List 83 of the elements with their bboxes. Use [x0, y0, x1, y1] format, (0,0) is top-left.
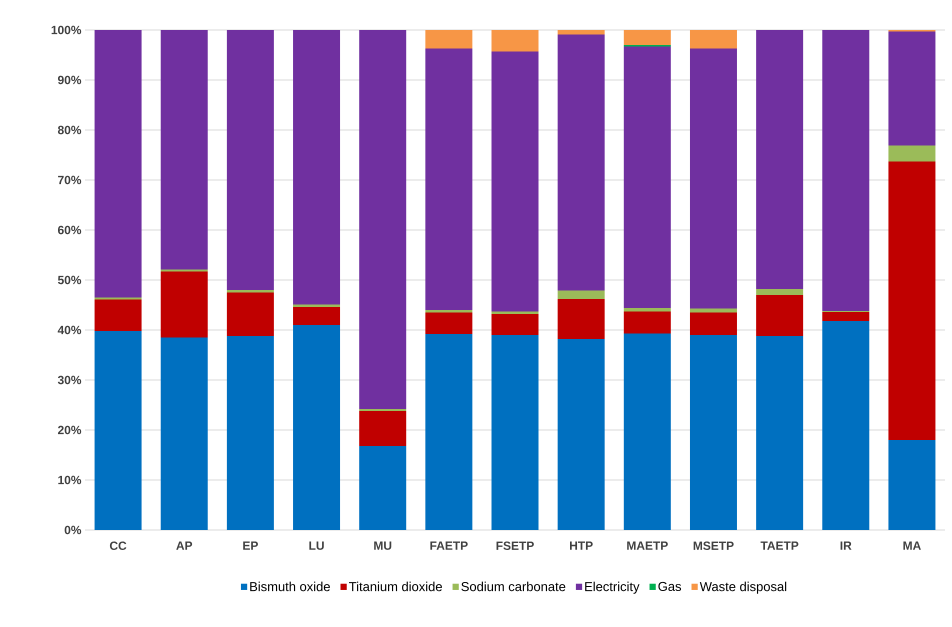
bar	[492, 314, 539, 335]
x-tick-label: CC	[110, 542, 126, 550]
x-tick-label: AP	[176, 542, 192, 550]
bar	[160, 30, 208, 270]
bar	[888, 145, 936, 162]
y-tick-label: 80%	[58, 126, 82, 134]
legend-label: Gas	[658, 582, 682, 592]
x-tick-label: MA	[903, 542, 921, 550]
bar	[756, 288, 804, 295]
y-tick-label: 30%	[58, 376, 82, 384]
bar	[492, 51, 539, 312]
x-tick-label: EP	[243, 542, 258, 550]
bar	[690, 308, 737, 312]
y-tick-label: 70%	[58, 176, 82, 184]
bar	[359, 411, 406, 446]
y-tick-label: 50%	[58, 276, 82, 284]
bar	[690, 312, 737, 335]
bar	[226, 292, 274, 336]
x-tick-label: FAETP	[430, 542, 468, 550]
bar	[160, 337, 208, 530]
legend-label: Titanium dioxide	[349, 582, 442, 592]
bar	[293, 304, 340, 307]
bar	[558, 30, 605, 34]
bar	[888, 31, 936, 146]
bar	[690, 48, 737, 308]
y-tick-label: 100%	[52, 26, 82, 34]
bar	[822, 320, 870, 530]
bar	[558, 290, 605, 299]
bar	[624, 308, 671, 312]
y-tick-label: 90%	[58, 76, 82, 84]
bar	[558, 298, 605, 339]
bar	[359, 446, 406, 530]
bar	[822, 30, 870, 311]
bar	[690, 30, 737, 48]
bar	[425, 334, 472, 530]
x-tick-label: MAETP	[627, 542, 668, 550]
x-tick-label: MU	[374, 542, 392, 550]
y-tick-label: 60%	[58, 226, 82, 234]
bar	[425, 48, 472, 310]
x-tick-label: HTP	[570, 542, 593, 550]
bar	[624, 333, 671, 530]
bar	[624, 30, 671, 45]
legend-label: Sodium carbonate	[461, 582, 566, 592]
bar	[293, 324, 340, 530]
x-tick-label: FSETP	[496, 542, 534, 550]
bar	[756, 30, 804, 289]
y-tick-label: 40%	[58, 326, 82, 334]
y-tick-label: 0%	[64, 526, 82, 534]
bar	[425, 30, 472, 48]
bar	[94, 30, 142, 298]
bar	[492, 30, 539, 52]
x-tick-label: TAETP	[760, 542, 798, 550]
bar	[293, 30, 340, 304]
bar	[425, 312, 472, 334]
bar	[822, 312, 870, 321]
y-tick-label: 10%	[58, 476, 82, 484]
bar	[425, 310, 472, 312]
bar	[226, 290, 274, 292]
bar	[624, 311, 671, 334]
bar	[492, 334, 539, 530]
bar	[94, 330, 142, 530]
legend-label: Waste disposal	[700, 582, 786, 594]
x-tick-label: MSETP	[694, 542, 734, 550]
bar	[558, 34, 605, 290]
x-tick-label: LU	[309, 542, 324, 550]
x-tick-label: IR	[840, 542, 852, 550]
bar	[756, 336, 804, 530]
bar	[160, 271, 208, 338]
bar	[293, 306, 340, 325]
y-tick-label: 20%	[58, 426, 82, 434]
bar	[558, 338, 605, 530]
bar	[624, 46, 671, 308]
bar	[226, 30, 274, 290]
bar	[888, 161, 936, 440]
bar	[226, 336, 274, 530]
bar	[690, 334, 737, 530]
legend-label: Bismuth oxide	[250, 582, 330, 592]
bar	[94, 299, 142, 331]
bar	[359, 30, 406, 409]
bar	[492, 311, 539, 314]
bar	[756, 294, 804, 336]
legend-label: Electricity	[585, 582, 640, 594]
bar	[888, 440, 936, 530]
